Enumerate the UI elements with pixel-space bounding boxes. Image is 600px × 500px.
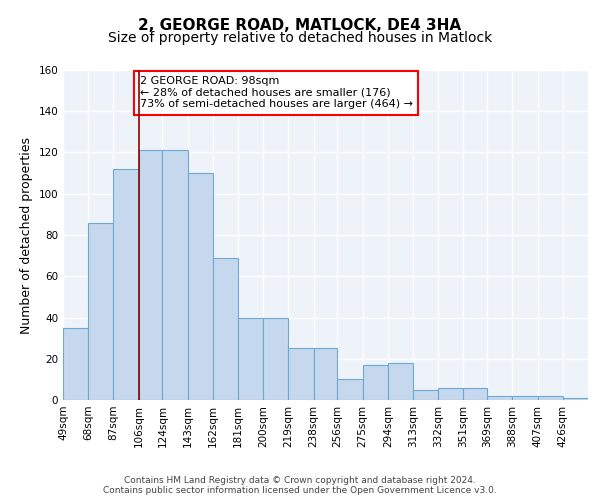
Text: 2, GEORGE ROAD, MATLOCK, DE4 3HA: 2, GEORGE ROAD, MATLOCK, DE4 3HA [139,18,461,32]
Y-axis label: Number of detached properties: Number of detached properties [20,136,33,334]
Bar [163,150,188,400]
Bar [438,388,463,400]
Bar [289,348,314,400]
Text: Contains HM Land Registry data © Crown copyright and database right 2024.
Contai: Contains HM Land Registry data © Crown c… [103,476,497,495]
Bar [213,258,238,400]
Bar [487,396,512,400]
Bar [413,390,438,400]
Text: 2 GEORGE ROAD: 98sqm
← 28% of detached houses are smaller (176)
73% of semi-deta: 2 GEORGE ROAD: 98sqm ← 28% of detached h… [140,76,413,110]
Bar [538,396,563,400]
Bar [63,328,88,400]
Bar [263,318,289,400]
Bar [463,388,487,400]
Bar [88,222,113,400]
Text: Size of property relative to detached houses in Matlock: Size of property relative to detached ho… [108,31,492,45]
Bar [238,318,263,400]
Bar [188,173,213,400]
Bar [512,396,538,400]
Bar [314,348,337,400]
Bar [388,363,413,400]
Bar [362,365,388,400]
Bar [337,380,362,400]
Bar [139,150,163,400]
Bar [563,398,588,400]
Bar [113,169,139,400]
